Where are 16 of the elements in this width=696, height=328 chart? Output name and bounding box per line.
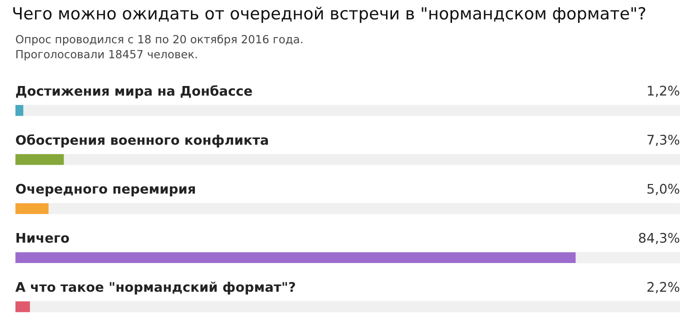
bar	[15, 154, 64, 165]
y-tick-label: Достижения мира на Донбассе	[16, 85, 252, 98]
bar	[15, 301, 30, 312]
data-label: 5,0%	[647, 184, 680, 196]
y-tick-label: Обострения военного конфликта	[16, 134, 268, 148]
y-tick-label: Ничего	[16, 233, 69, 243]
bar	[15, 105, 24, 116]
y-tick-label: Очередного перемирия	[16, 184, 195, 196]
chart-title: Чего можно ожидать от очередной встречи в "нормандском формате"?	[13, 6, 646, 23]
data-label: 2,2%	[647, 282, 680, 294]
data-label: 7,3%	[648, 134, 680, 146]
bar	[15, 203, 49, 214]
data-label: 84,3%	[638, 232, 680, 244]
chart-subtitle: Опрос проводился с 18 по 20 октября 2016 года. Проголосовали 18457 человек.	[16, 34, 302, 61]
data-label: 1,2%	[648, 86, 680, 97]
y-tick-label: А что такое "нормандский формат"?	[15, 282, 296, 294]
